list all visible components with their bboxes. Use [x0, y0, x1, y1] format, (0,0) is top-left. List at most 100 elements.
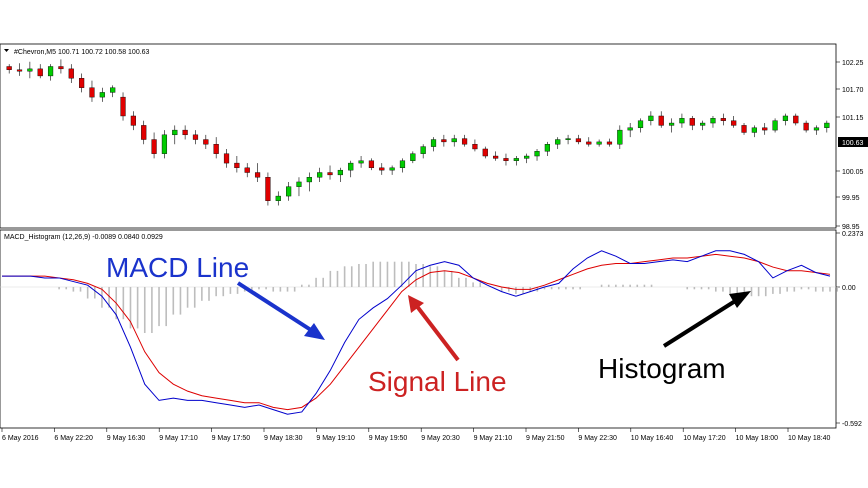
time-tick-label: 9 May 19:10	[316, 435, 355, 442]
candle	[451, 134, 457, 147]
histogram-annotation: Histogram	[598, 353, 726, 384]
candle	[389, 165, 395, 175]
candle	[337, 167, 343, 182]
time-tick-label: 6 May 22:20	[54, 435, 93, 442]
candle	[182, 125, 188, 140]
time-tick-label: 9 May 16:30	[107, 435, 146, 442]
candle	[58, 59, 64, 74]
candle	[524, 153, 530, 164]
candle	[47, 64, 54, 81]
candle	[565, 134, 571, 145]
candle	[430, 137, 437, 152]
candle	[16, 63, 23, 76]
candle	[172, 125, 178, 145]
candle	[79, 73, 85, 93]
candle	[265, 172, 271, 206]
candle	[441, 134, 447, 147]
price-panel	[0, 43, 837, 229]
candle	[348, 160, 354, 178]
time-tick-label: 9 May 21:10	[474, 435, 513, 442]
price-tick-label: 102.25	[842, 60, 864, 67]
candle	[689, 115, 695, 131]
candle	[720, 113, 726, 126]
candle	[731, 115, 737, 128]
candle	[772, 118, 778, 133]
macd-arrow-icon	[236, 281, 325, 340]
time-tick-label: 9 May 17:50	[212, 435, 251, 442]
current-price-label: 100.63	[842, 140, 864, 147]
candle	[472, 139, 478, 152]
candle	[741, 123, 747, 135]
candle	[306, 172, 312, 192]
candle	[244, 163, 250, 178]
candle	[617, 125, 623, 149]
candle	[286, 181, 292, 201]
candle	[327, 165, 333, 180]
price-tick-label: 101.70	[842, 87, 864, 94]
macd-line-annotation: MACD Line	[106, 252, 249, 283]
candle	[27, 61, 33, 79]
time-tick-label: 10 May 18:00	[736, 435, 779, 442]
candle	[358, 156, 364, 168]
candle	[368, 158, 375, 171]
macd-tick-label: 0.00	[842, 285, 856, 292]
candle	[203, 134, 209, 149]
candle	[534, 148, 540, 161]
histogram-series	[58, 261, 838, 333]
candle	[710, 115, 716, 128]
macd-panel-header: MACD_Histogram (12,26,9) -0.0089 0.0840 …	[4, 234, 163, 241]
time-tick-label: 9 May 21:50	[526, 435, 565, 442]
candle	[410, 151, 416, 164]
candle	[161, 130, 168, 159]
histogram-arrow-icon	[662, 291, 751, 348]
time-tick-label: 10 May 17:20	[683, 435, 726, 442]
price-tick-label: 100.05	[842, 169, 864, 176]
candle	[482, 146, 488, 159]
candle	[254, 163, 261, 182]
candle	[575, 134, 582, 145]
candle	[130, 111, 136, 131]
candle	[751, 125, 757, 138]
candle	[223, 148, 230, 168]
candle	[513, 156, 519, 166]
price-tick-label: 99.95	[842, 195, 860, 202]
price-y-axis: 102.25 101.70 101.15 100.05 99.95 98.95	[836, 60, 864, 231]
candle	[824, 120, 830, 133]
macd-tick-label: 0.2373	[842, 231, 864, 238]
macd-line-series	[2, 250, 831, 415]
macd-y-axis: 0.2373 0.00 -0.592	[836, 231, 864, 428]
time-tick-label: 10 May 18:40	[788, 435, 831, 442]
candle	[679, 113, 685, 128]
candle	[493, 151, 499, 161]
candle	[37, 64, 43, 79]
candle	[762, 123, 768, 135]
candlestick-series	[6, 59, 830, 206]
signal-line-series	[2, 253, 831, 411]
candle	[782, 113, 789, 126]
candle	[89, 80, 95, 102]
candle	[596, 139, 602, 147]
candle	[379, 163, 385, 175]
candle	[399, 158, 406, 173]
collapse-arrow-icon[interactable]	[4, 49, 9, 52]
time-tick-label: 9 May 17:10	[159, 435, 198, 442]
candle	[151, 132, 157, 159]
candle	[99, 87, 105, 102]
candle	[68, 64, 74, 83]
candle	[700, 120, 706, 131]
candle	[296, 177, 302, 197]
candle	[317, 167, 323, 182]
candle	[275, 191, 281, 206]
candle	[658, 111, 664, 128]
candle	[420, 144, 426, 159]
candle	[793, 113, 799, 126]
candle	[813, 125, 820, 135]
candle	[544, 141, 550, 157]
candle	[627, 123, 633, 138]
candle	[606, 138, 613, 147]
candle	[6, 64, 12, 74]
signal-arrow-icon	[408, 295, 460, 362]
candle	[213, 137, 219, 159]
macd-panel	[0, 229, 837, 429]
